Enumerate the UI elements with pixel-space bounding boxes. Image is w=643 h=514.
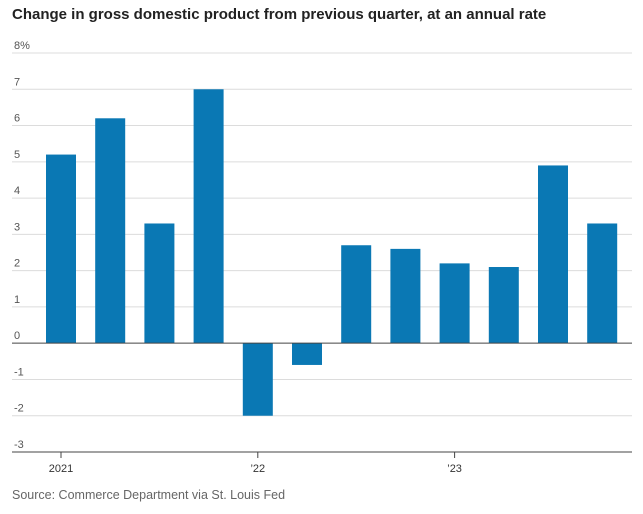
- y-tick-label: 3: [14, 221, 20, 233]
- y-tick-label: 1: [14, 294, 20, 306]
- chart-source: Source: Commerce Department via St. Loui…: [12, 488, 286, 502]
- bar: [193, 89, 224, 344]
- y-tick-label: 6: [14, 113, 20, 125]
- bar: [46, 154, 76, 344]
- x-tick-label: ’23: [447, 463, 462, 475]
- bar: [95, 118, 126, 344]
- bar: [390, 248, 421, 344]
- bar: [587, 223, 618, 344]
- bar: [144, 223, 175, 344]
- y-tick-label: 8%: [14, 40, 30, 52]
- y-tick-label: 5: [14, 149, 20, 161]
- axis-layer: 8% 7 6 5 4 3 2 1 0 -1 -2 -3 2021 ’22 ’23: [12, 40, 632, 475]
- x-tick-label: ’22: [250, 463, 265, 475]
- y-tick-label: -1: [14, 366, 24, 378]
- bar-layer: [46, 89, 618, 416]
- y-tick-label: 2: [14, 258, 20, 270]
- bar: [488, 267, 519, 344]
- chart-title: Change in gross domestic product from pr…: [12, 6, 547, 23]
- bar: [341, 245, 372, 344]
- y-tick-label: -3: [14, 439, 24, 451]
- y-tick-label: 7: [14, 76, 20, 88]
- y-tick-label: 4: [14, 185, 20, 197]
- x-tick-label: 2021: [49, 463, 73, 475]
- bar: [439, 263, 470, 344]
- bar: [242, 343, 273, 416]
- y-tick-label: -2: [14, 403, 24, 415]
- y-tick-label: 0: [14, 330, 20, 342]
- bar: [538, 165, 568, 344]
- bar: [292, 343, 322, 365]
